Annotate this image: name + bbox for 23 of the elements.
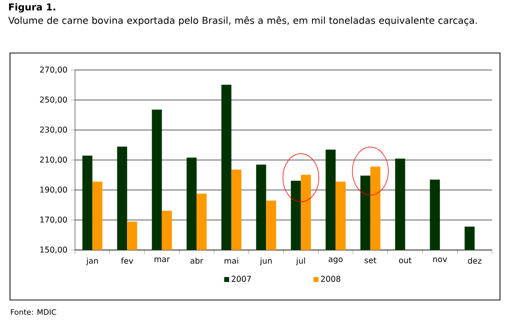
y-tick-label: 150,00 xyxy=(40,246,67,254)
chart-subtitle: Volume de carne bovina exportada pelo Brasil, mês a mês, em mil toneladas equivalente carcaça. xyxy=(8,16,477,26)
x-tick-label: jul xyxy=(296,258,305,266)
legend-label: 2007 xyxy=(232,276,251,282)
x-tick-label: out xyxy=(399,258,412,264)
x-tick-label: abr xyxy=(190,258,204,264)
x-tick-label: set xyxy=(364,258,376,264)
x-tick-label: nov xyxy=(433,258,447,262)
y-tick-label: 230,00 xyxy=(40,126,67,134)
y-tick-label: 250,00 xyxy=(40,96,67,104)
y-tick-label: 190,00 xyxy=(40,186,67,194)
x-tick-label: mar xyxy=(154,258,170,262)
x-tick-label: mai xyxy=(224,258,238,264)
x-tick-label: fev xyxy=(121,258,134,264)
x-tick-label: dez xyxy=(468,258,482,264)
y-tick-label: 170,00 xyxy=(40,216,67,224)
legend-label: 2008 xyxy=(321,276,340,282)
x-tick-label: jan xyxy=(86,258,98,266)
y-tick-label: 270,00 xyxy=(40,66,67,74)
x-tick-label: jun xyxy=(260,258,272,266)
x-tick-label: ago xyxy=(328,258,343,264)
chart-title: Figura 1. xyxy=(9,3,56,12)
y-tick-label: 210,00 xyxy=(40,156,67,164)
